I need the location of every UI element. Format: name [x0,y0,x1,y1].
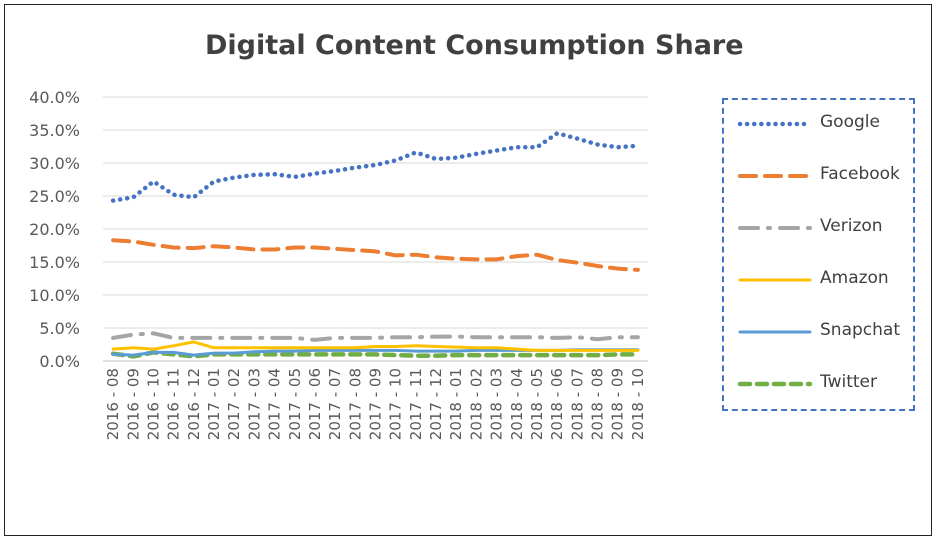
series-line-google [110,131,641,203]
x-tick-label: 2017 - 12 [427,368,445,440]
x-tick-label: 2016 - 10 [144,368,162,440]
x-tick-label: 2016 - 11 [165,368,183,440]
chart-title: Digital Content Consumption Share [205,30,744,61]
x-tick-label: 2017 - 09 [367,368,385,440]
y-tick-label: 0.0% [39,352,80,371]
x-tick-label: 2017 - 11 [407,368,425,440]
legend-item-google: Google [734,112,914,136]
legend-label: Facebook [820,164,900,184]
legend-swatch [738,278,812,282]
legend-swatch [737,121,813,127]
x-tick-label: 2017 - 06 [306,368,324,440]
x-tick-label: 2017 - 05 [286,368,304,440]
legend-label: Twitter [820,372,877,392]
legend-item-snapchat: Snapchat [734,320,914,344]
x-tick-label: 2018 - 07 [568,368,586,440]
chart-frame [4,4,932,536]
x-tick-label: 2018 - 03 [488,368,506,440]
legend-label: Amazon [820,268,889,288]
legend-swatch [738,330,812,334]
legend-swatch [738,174,812,178]
y-tick-label: 30.0% [29,154,80,173]
legend-label: Google [820,112,880,132]
x-tick-label: 2017 - 10 [387,368,405,440]
y-tick-label: 40.0% [29,88,80,107]
x-tick-label: 2017 - 01 [205,368,223,440]
series-line-facebook [111,238,640,272]
x-tick-label: 2016 - 09 [124,368,142,440]
x-tick-label: 2017 - 04 [266,368,284,440]
x-tick-label: 2017 - 02 [225,368,243,440]
x-tick-label: 2018 - 06 [548,368,566,440]
legend-swatch [737,381,813,387]
legend-item-amazon: Amazon [734,268,914,292]
x-tick-label: 2018 - 01 [447,368,465,440]
series-line-verizon [111,331,640,342]
y-tick-label: 10.0% [29,286,80,305]
y-tick-label: 20.0% [29,220,80,239]
x-tick-label: 2018 - 02 [467,368,485,440]
x-tick-label: 2016 - 12 [185,368,203,440]
x-tick-label: 2017 - 03 [245,368,263,440]
y-tick-label: 25.0% [29,187,80,206]
x-tick-label: 2017 - 08 [346,368,364,440]
x-tick-label: 2018 - 10 [629,368,647,440]
legend-swatch [738,226,812,230]
y-tick-label: 35.0% [29,121,80,140]
x-tick-label: 2017 - 07 [326,368,344,440]
legend-item-verizon: Verizon [734,216,914,240]
legend-item-twitter: Twitter [734,372,914,396]
y-tick-label: 5.0% [39,319,80,338]
legend-item-facebook: Facebook [734,164,914,188]
x-tick-label: 2018 - 04 [508,368,526,440]
legend-label: Verizon [820,216,883,236]
series-line-amazon [111,340,640,352]
legend-label: Snapchat [820,320,900,340]
y-tick-label: 15.0% [29,253,80,272]
x-tick-label: 2018 - 09 [609,368,627,440]
x-tick-label: 2018 - 05 [528,368,546,440]
x-tick-label: 2018 - 08 [589,368,607,440]
chart-legend: Google Facebook Verizon Amazon Snapchat Twitt… [722,98,915,411]
x-tick-label: 2016 - 08 [104,368,122,440]
